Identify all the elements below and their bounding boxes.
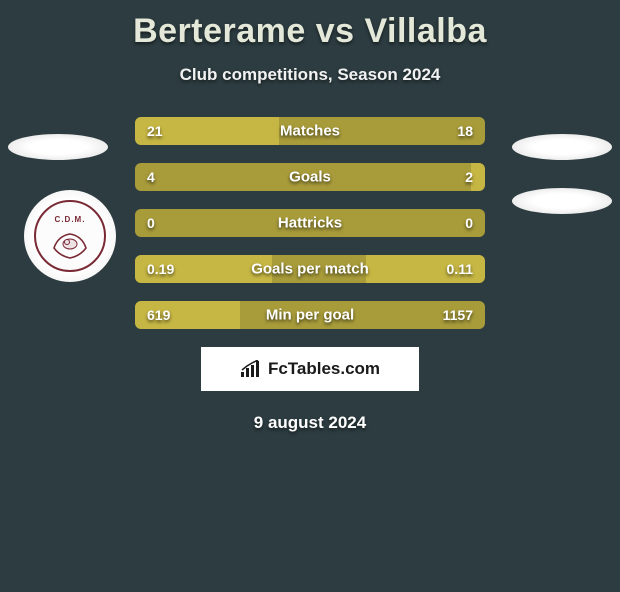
stat-value-right: 0.11 [447, 261, 473, 277]
stat-row-min-per-goal: 619 Min per goal 1157 [135, 301, 485, 329]
club-badge-inner: C.D.M. [34, 200, 106, 272]
stat-label: Min per goal [266, 307, 354, 324]
stat-value-right: 0 [465, 215, 473, 231]
brand-label: FcTables.com [268, 359, 380, 379]
club-initials: C.D.M. [55, 215, 86, 224]
stat-label: Goals per match [251, 261, 369, 278]
club-badge: C.D.M. [24, 190, 116, 282]
stat-value-right: 1157 [443, 307, 473, 323]
date-label: 9 august 2024 [0, 413, 620, 433]
stat-value-right: 18 [457, 123, 473, 139]
subtitle: Club competitions, Season 2024 [0, 65, 620, 85]
stat-value-left: 0.19 [147, 261, 174, 277]
chart-icon [240, 360, 262, 378]
stat-label: Matches [280, 123, 340, 140]
stats-container: 21 Matches 18 4 Goals 2 0 Hattricks 0 0.… [135, 117, 485, 329]
stat-value-left: 21 [147, 123, 163, 139]
brand-box[interactable]: FcTables.com [201, 347, 419, 391]
stat-value-left: 0 [147, 215, 155, 231]
badge-top-left [8, 134, 108, 160]
stat-label: Goals [289, 169, 331, 186]
stat-row-matches: 21 Matches 18 [135, 117, 485, 145]
stat-row-hattricks: 0 Hattricks 0 [135, 209, 485, 237]
stat-label: Hattricks [278, 215, 342, 232]
stat-row-goals: 4 Goals 2 [135, 163, 485, 191]
page-title: Berterame vs Villalba [0, 12, 620, 51]
stat-value-left: 619 [147, 307, 170, 323]
badge-bottom-right [512, 188, 612, 214]
stat-value-left: 4 [147, 169, 155, 185]
badge-top-right [512, 134, 612, 160]
club-emblem-icon [50, 228, 90, 260]
stat-row-goals-per-match: 0.19 Goals per match 0.11 [135, 255, 485, 283]
stat-value-right: 2 [465, 169, 473, 185]
